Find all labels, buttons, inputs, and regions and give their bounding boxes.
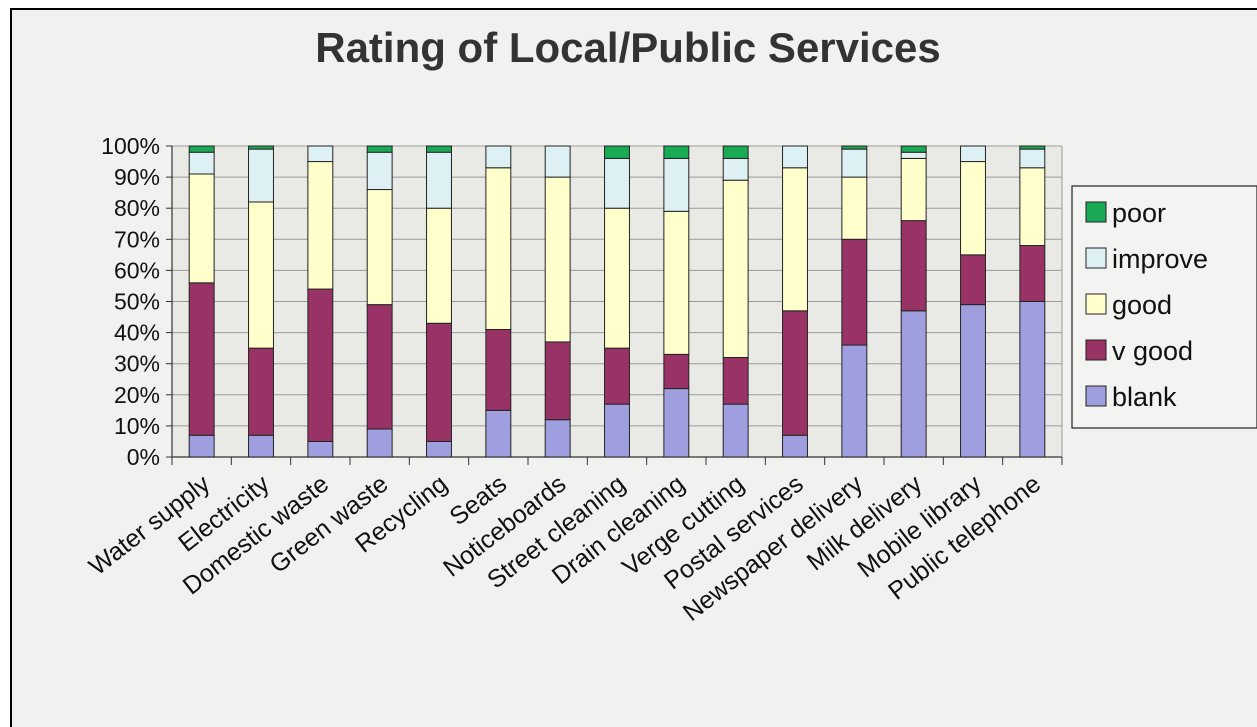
bar-segment-good — [960, 161, 986, 256]
y-tick-label: 60% — [114, 257, 160, 283]
legend-label: improve — [1112, 244, 1208, 274]
bar-segment-v-good — [426, 322, 452, 442]
bar-segment-poor — [366, 145, 393, 153]
bar-segment-improve — [841, 148, 868, 178]
bar-segment-v-good — [485, 328, 512, 411]
bar-segment-v-good — [900, 220, 927, 312]
bar-segment-improve — [188, 151, 215, 175]
bar-segment-poor — [188, 145, 215, 153]
plot-area: 0%10%20%30%40%50%60%70%80%90%100%Water s… — [84, 133, 1063, 627]
y-tick-label: 70% — [114, 226, 160, 252]
bar-segment-improve — [485, 145, 512, 169]
bar-segment-blank — [1019, 301, 1046, 458]
bar-segment-v-good — [782, 310, 808, 436]
bar-segment-improve — [960, 145, 986, 163]
bar-segment-blank — [366, 428, 393, 458]
y-tick-label: 20% — [114, 382, 160, 408]
bar-segment-good — [248, 201, 274, 349]
bar-segment-good — [782, 167, 808, 312]
bar-segment-good — [426, 207, 452, 324]
chart-title: Rating of Local/Public Services — [315, 24, 941, 71]
bar-segment-blank — [544, 419, 571, 458]
bar-segment-v-good — [544, 341, 571, 421]
bar-segment-blank — [248, 434, 274, 458]
legend-label: blank — [1112, 382, 1177, 412]
bar-segment-poor — [841, 145, 868, 150]
bar-segment-blank — [722, 403, 749, 458]
bar-segment-blank — [426, 440, 452, 458]
bar-segment-good — [544, 176, 571, 343]
y-tick-label: 100% — [101, 133, 160, 159]
bar-segment-blank — [841, 344, 868, 458]
bar-segment-v-good — [307, 288, 334, 442]
bar-segment-poor — [604, 145, 630, 159]
legend-swatch — [1085, 293, 1107, 315]
bar-segment-improve — [366, 151, 393, 191]
bar-segment-v-good — [1019, 245, 1046, 303]
bar-segment-improve — [1019, 148, 1046, 169]
legend-swatch — [1085, 385, 1107, 407]
bar-segment-v-good — [248, 347, 274, 436]
bar-segment-improve — [782, 145, 808, 169]
bar-segment-blank — [960, 304, 986, 458]
bar-segment-poor — [900, 145, 927, 153]
bar-segment-good — [722, 179, 749, 358]
legend-swatch — [1085, 201, 1107, 223]
bar-segment-v-good — [722, 356, 749, 405]
bar-segment-good — [604, 207, 630, 349]
bar-segment-v-good — [841, 238, 868, 346]
bar-segment-good — [900, 157, 927, 222]
y-tick-label: 0% — [127, 444, 160, 470]
bar-segment-poor — [1019, 145, 1046, 150]
y-tick-label: 40% — [114, 320, 160, 346]
bar-segment-v-good — [604, 347, 630, 405]
bar-segment-improve — [900, 151, 927, 159]
bar-segment-improve — [426, 151, 452, 209]
legend-swatch — [1085, 339, 1107, 361]
bar-segment-blank — [485, 409, 512, 458]
bar-segment-v-good — [366, 304, 393, 430]
bar-segment-improve — [663, 157, 690, 212]
bar-segment-improve — [544, 145, 571, 178]
bar-segment-v-good — [188, 282, 215, 436]
legend-label: poor — [1112, 198, 1166, 228]
bar-segment-v-good — [663, 353, 690, 390]
y-tick-label: 10% — [114, 413, 160, 439]
bar-segment-poor — [248, 145, 274, 150]
bar-segment-good — [485, 167, 512, 330]
y-tick-label: 30% — [114, 351, 160, 377]
bar-segment-blank — [663, 388, 690, 458]
bar-segment-good — [307, 161, 334, 290]
legend: poor improve good v good blank — [1071, 185, 1257, 429]
bar-segment-blank — [188, 434, 215, 458]
bar-segment-blank — [604, 403, 630, 458]
bar-segment-good — [1019, 167, 1046, 247]
bar-segment-poor — [722, 145, 749, 159]
bar-segment-good — [841, 176, 868, 240]
y-tick-label: 90% — [114, 164, 160, 190]
bar-segment-improve — [722, 157, 749, 181]
bar-segment-good — [663, 210, 690, 355]
bar-segment-blank — [307, 440, 334, 458]
bar-segment-blank — [782, 434, 808, 458]
bar-segment-blank — [900, 310, 927, 458]
bar-segment-good — [366, 189, 393, 306]
bar-segment-poor — [663, 145, 690, 159]
bar-segment-v-good — [960, 254, 986, 306]
bar-segment-improve — [307, 145, 334, 163]
y-tick-label: 80% — [114, 195, 160, 221]
legend-swatch — [1085, 247, 1107, 269]
bar-segment-good — [188, 173, 215, 284]
bar-segment-improve — [604, 157, 630, 209]
legend-label: v good — [1112, 336, 1193, 366]
bar-segment-improve — [248, 148, 274, 203]
legend-label: good — [1112, 290, 1172, 320]
bar-segment-poor — [426, 145, 452, 153]
y-tick-label: 50% — [114, 289, 160, 315]
